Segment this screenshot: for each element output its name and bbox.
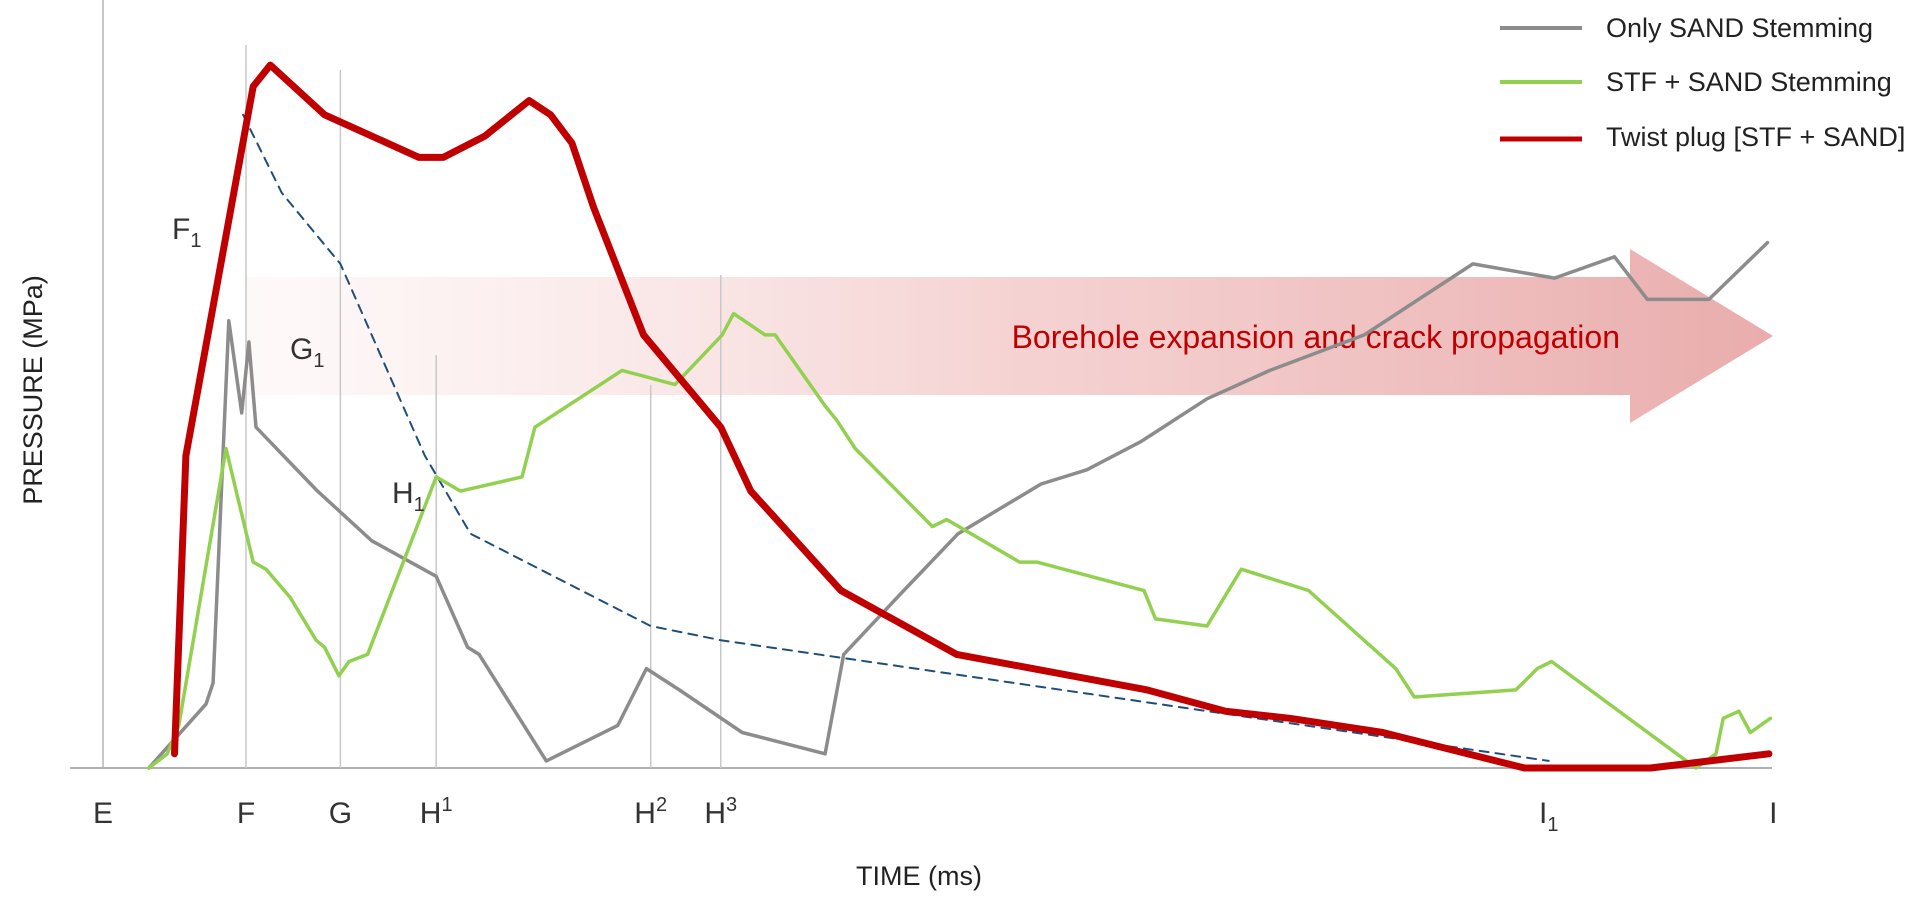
- y-axis-title: PRESSURE (MPa): [18, 275, 48, 505]
- series-dashed-reference: [242, 113, 1550, 762]
- arrow-label: Borehole expansion and crack propagation: [1012, 319, 1620, 355]
- x-tick-g: G: [329, 797, 352, 830]
- legend-label-sand: Only SAND Stemming: [1606, 13, 1873, 43]
- x-tick-h2: H2: [634, 794, 667, 830]
- x-tick-f: F: [237, 797, 255, 830]
- annotation-g1: G1: [290, 333, 324, 372]
- x-tick-h1: H1: [420, 794, 453, 830]
- annotation-h1-point: H1: [392, 477, 425, 516]
- x-tick-h3: H3: [704, 794, 737, 830]
- series-only-sand-stemming: [147, 240, 1770, 770]
- series-stf-sand-stemming: [147, 311, 1773, 770]
- x-tick-e: E: [93, 797, 113, 830]
- series-twist-plug-stf-sand: [171, 61, 1773, 772]
- x-axis-title: TIME (ms): [856, 861, 982, 891]
- legend-label-twist: Twist plug [STF + SAND]: [1606, 122, 1905, 152]
- x-tick-i1: I1: [1539, 797, 1558, 836]
- legend: Only SAND Stemming STF + SAND Stemming T…: [1500, 13, 1905, 152]
- x-tick-i: I: [1769, 797, 1777, 830]
- legend-label-stf: STF + SAND Stemming: [1606, 67, 1892, 97]
- annotation-f1: F1: [172, 213, 201, 252]
